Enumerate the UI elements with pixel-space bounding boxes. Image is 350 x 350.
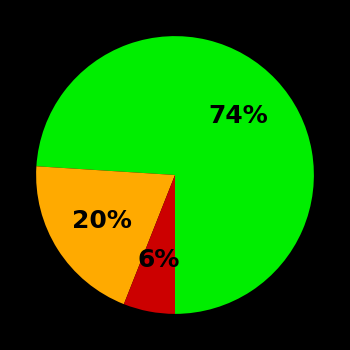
- Wedge shape: [36, 36, 314, 314]
- Wedge shape: [36, 166, 175, 304]
- Wedge shape: [124, 175, 175, 314]
- Text: 74%: 74%: [208, 104, 268, 128]
- Text: 20%: 20%: [72, 209, 132, 233]
- Text: 6%: 6%: [138, 247, 180, 272]
